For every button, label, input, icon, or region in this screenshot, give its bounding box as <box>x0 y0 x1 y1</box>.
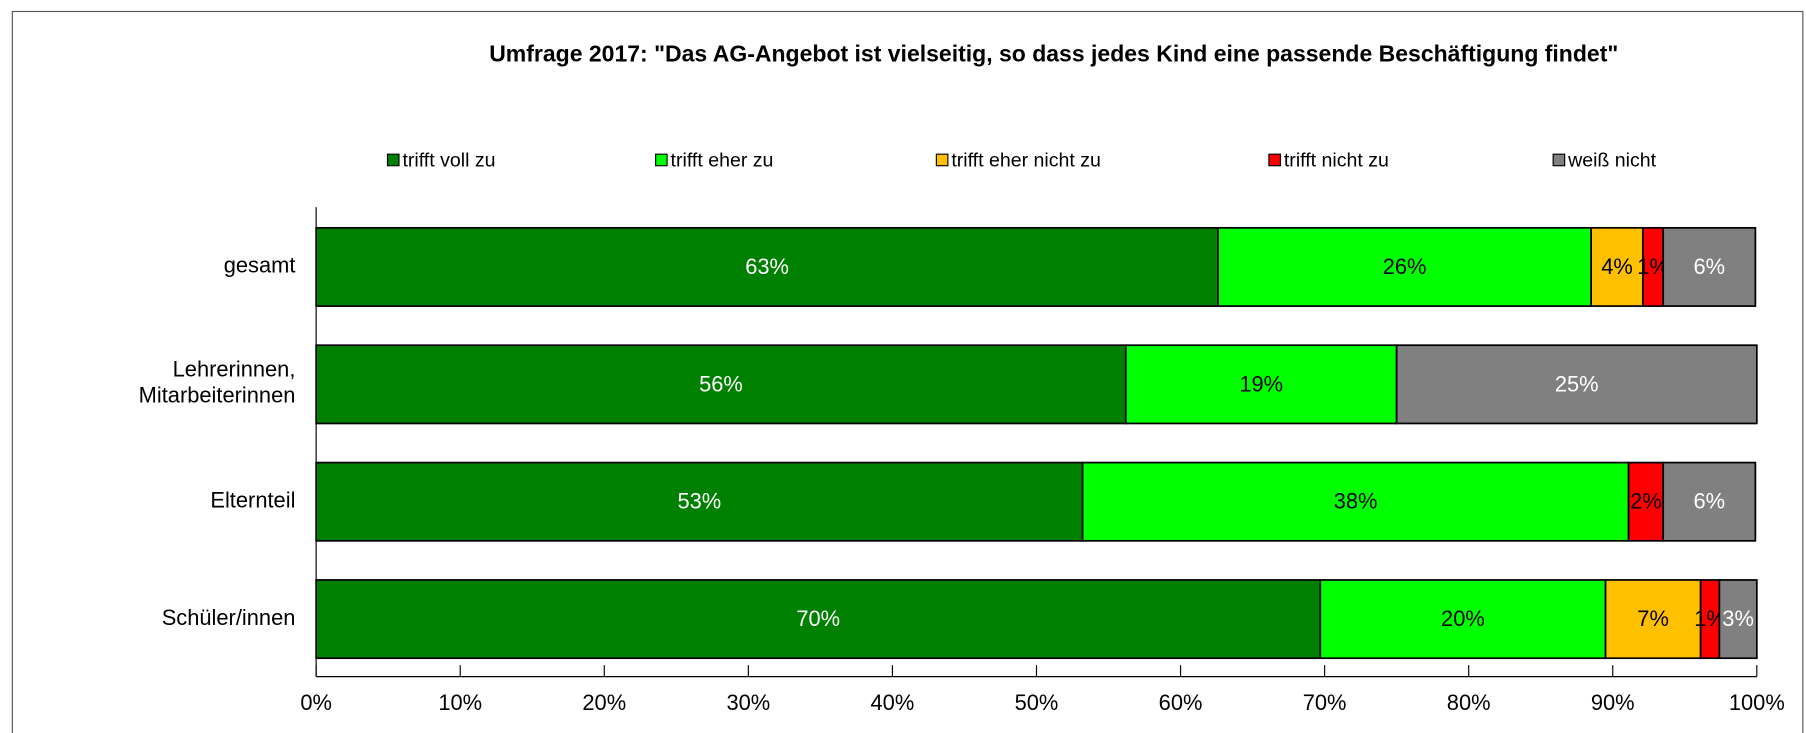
bar-segment <box>1319 579 1607 660</box>
category-label-box: gesamt <box>223 253 296 279</box>
legend-label: trifft eher nicht zu <box>951 149 1101 171</box>
bar-segment <box>1217 226 1593 307</box>
value-label: 38% <box>1334 489 1378 514</box>
x-tick-label: 90% <box>1591 690 1635 715</box>
x-tick-label: 0% <box>300 690 332 715</box>
bar-segment <box>315 461 1084 542</box>
value-label: 6% <box>1693 254 1725 279</box>
value-label: 56% <box>699 371 743 396</box>
bar-segment <box>1662 461 1757 542</box>
bar-segment <box>315 344 1127 425</box>
value-label: 19% <box>1239 371 1283 396</box>
value-label: 25% <box>1555 371 1599 396</box>
y-tick-label: gesamt <box>223 253 296 279</box>
value-label: 7% <box>1637 606 1669 631</box>
bar-segment <box>1662 226 1757 307</box>
bar-segment <box>315 226 1219 307</box>
value-label: 53% <box>677 489 721 514</box>
legend-swatch <box>655 153 668 167</box>
bar-segment <box>1124 344 1398 425</box>
legend-label: weiß nicht <box>1567 149 1657 171</box>
y-tick-label: Lehrerinnen, Mitarbeiterinnen <box>138 358 296 409</box>
legend-label: trifft voll zu <box>402 149 495 171</box>
value-label: 26% <box>1383 254 1427 279</box>
value-label: 20% <box>1441 606 1485 631</box>
x-tick-label: 50% <box>1015 690 1059 715</box>
value-label: 6% <box>1693 489 1725 514</box>
value-label: 2% <box>1630 489 1662 514</box>
legend-swatch <box>1268 153 1282 167</box>
x-tick-label: 100% <box>1729 690 1785 715</box>
y-tick-label: Elternteil <box>210 488 296 513</box>
x-tick-label: 60% <box>1159 690 1203 715</box>
bar-segment <box>1604 579 1702 660</box>
bar-segment <box>1718 579 1758 660</box>
legend-label: trifft nicht zu <box>1284 149 1389 171</box>
x-tick-label: 40% <box>871 690 915 715</box>
category-label-box: Lehrerinnen, Mitarbeiterinnen <box>138 358 296 409</box>
legend-swatch <box>935 153 949 167</box>
bar-segment <box>1395 344 1758 425</box>
x-tick-label: 30% <box>726 690 770 715</box>
x-tick-label: 10% <box>438 690 482 715</box>
legend-swatch <box>1552 153 1566 167</box>
chart-title: Umfrage 2017: "Das AG-Angebot ist vielse… <box>489 40 1618 66</box>
category-label-box: Elternteil <box>210 488 296 513</box>
value-label: 3% <box>1722 606 1754 631</box>
legend-label: trifft eher zu <box>671 149 774 171</box>
value-label: 70% <box>796 606 840 631</box>
x-tick-label: 20% <box>582 690 626 715</box>
x-tick-label: 70% <box>1303 690 1347 715</box>
value-label: 63% <box>745 254 789 279</box>
bar-segment <box>1590 226 1644 307</box>
category-label-box: Schüler/innen <box>161 605 296 631</box>
legend-swatch <box>386 153 400 167</box>
value-label: 4% <box>1601 254 1633 279</box>
y-tick-label: Schüler/innen <box>161 605 296 631</box>
bar-segment <box>1081 461 1630 542</box>
x-tick-label: 80% <box>1447 690 1491 715</box>
bar-segment <box>315 579 1322 660</box>
